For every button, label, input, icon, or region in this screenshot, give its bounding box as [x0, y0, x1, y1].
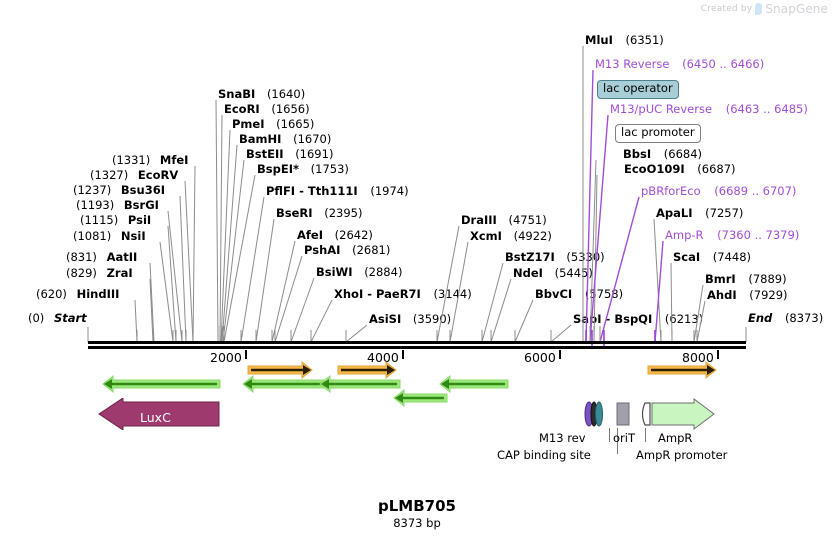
feature-label-lac-promoter[interactable]: lac promoter: [615, 124, 701, 143]
snapgene-logo-icon: [755, 3, 763, 15]
site-label-bbvci[interactable]: BbvCI (5758): [535, 287, 624, 301]
feature-caption-m13-rev[interactable]: M13 rev: [539, 431, 586, 445]
site-label-bsiwi[interactable]: BsiWI (2884): [316, 265, 403, 279]
site-label-ecorv[interactable]: (1327) EcoRV: [90, 168, 179, 182]
tick-2000: [245, 350, 247, 359]
site-label-zrai[interactable]: (829) ZraI: [66, 266, 133, 280]
tick-label-4000: 4000: [367, 350, 399, 365]
site-label-end[interactable]: End (8373): [748, 311, 824, 325]
tick-8000: [717, 350, 719, 359]
primer-label-amp-r[interactable]: Amp-R (7360 .. 7379): [665, 228, 800, 242]
site-label-nsii[interactable]: (1081) NsiI: [73, 229, 146, 243]
site-label-bstz17i[interactable]: BstZ17I (5330): [505, 250, 605, 264]
start-position: (0): [28, 311, 45, 325]
caption-divider-1: [609, 428, 610, 442]
orf-arrow-green-1: [102, 374, 221, 394]
caption-divider-2: [645, 428, 646, 442]
site-label-apali[interactable]: ApaLI (7257): [656, 206, 744, 220]
site-label-ahdi[interactable]: AhdI (7929): [707, 288, 788, 302]
site-label-pmei[interactable]: PmeI (1665): [232, 117, 315, 131]
gene-arrow-label-luxc: LuxC: [140, 410, 171, 425]
site-label-pshai[interactable]: PshAI (2681): [304, 243, 391, 257]
end-label: End: [748, 311, 773, 325]
site-label-bmri[interactable]: BmrI (7889): [705, 272, 787, 286]
sequence-ruler-line-bottom: [88, 346, 746, 349]
gene-feature-track: [98, 398, 715, 430]
tick-label-6000: 6000: [524, 350, 556, 365]
feature-caption-ampr[interactable]: AmpR: [658, 431, 693, 445]
site-label-ndei[interactable]: NdeI (5445): [513, 266, 593, 280]
site-label-hindiii[interactable]: (620) HindIII: [36, 287, 120, 301]
feature-caption-orit[interactable]: oriT: [613, 431, 635, 445]
orf-arrow-green-3: [319, 374, 401, 394]
site-label-bbsi[interactable]: BbsI (6684): [623, 147, 703, 161]
site-label-ecori[interactable]: EcoRI (1656): [224, 102, 310, 116]
start-label: Start: [53, 311, 87, 325]
tick-4000: [402, 350, 404, 359]
site-label-bseri[interactable]: BseRI (2395): [276, 206, 363, 220]
site-label-bsu36i[interactable]: (1237) Bsu36I: [73, 183, 165, 197]
site-label-pflfi-tth111i[interactable]: PflFI - Tth111I (1974): [266, 184, 409, 198]
site-label-sapi-bspqi[interactable]: SapI - BspQI (6213): [573, 312, 704, 326]
gene-arrow-luxc: [98, 398, 220, 430]
site-label-aatii[interactable]: (831) AatII: [66, 250, 138, 264]
end-position: (8373): [784, 311, 824, 325]
watermark-prefix: Created by: [700, 4, 753, 14]
tick-label-2000: 2000: [210, 350, 242, 365]
primer-label-pbrforeco[interactable]: pBRforEco (6689 .. 6707): [641, 184, 797, 198]
plasmid-title: pLMB705: [378, 497, 456, 515]
site-label-start[interactable]: (0) Start: [28, 311, 87, 325]
feature-caption-cap-binding-site[interactable]: CAP binding site: [497, 448, 591, 462]
feature-m13rev-cap: [584, 401, 603, 427]
orf-arrow-green-4: [393, 388, 448, 408]
plasmid-size: 8373 bp: [393, 516, 441, 530]
site-label-mlui[interactable]: MluI (6351): [585, 33, 664, 47]
site-label-draiii[interactable]: DraIII (4751): [461, 213, 547, 227]
site-label-scai[interactable]: ScaI (7448): [673, 250, 752, 264]
orf-arrow-orange-1: [247, 360, 313, 380]
primer-label-m13-puc-reverse[interactable]: M13/pUC Reverse (6463 .. 6485): [610, 102, 808, 116]
snapgene-watermark: Created by SnapGene: [701, 2, 828, 16]
site-label-bspei[interactable]: BspEI* (1753): [257, 162, 349, 176]
site-label-snabi[interactable]: SnaBI (1640): [218, 87, 306, 101]
sequence-ruler-line-top: [88, 341, 746, 344]
caption-divider-3: [617, 428, 618, 454]
site-label-psii[interactable]: (1115) PsiI: [80, 213, 152, 227]
feature-orit: [616, 402, 630, 426]
gene-arrow-ampr: [651, 398, 715, 430]
site-label-xcmi[interactable]: XcmI (4922): [470, 229, 552, 243]
site-label-bsteii[interactable]: BstEII (1691): [246, 147, 334, 161]
site-label-bsrgi[interactable]: (1193) BsrGI: [76, 198, 159, 212]
site-label-mfei[interactable]: (1331) MfeI: [112, 153, 189, 167]
orf-arrow-orange-3: [647, 360, 717, 380]
orf-arrow-track: [102, 360, 717, 408]
site-label-xhoi-paer7i[interactable]: XhoI - PaeR7I (3144): [334, 287, 472, 301]
site-label-bamhi[interactable]: BamHI (1670): [239, 132, 332, 146]
site-label-asisi[interactable]: AsiSI (3590): [369, 312, 452, 326]
orf-arrow-green-5: [439, 374, 509, 394]
watermark-brand: SnapGene: [765, 2, 828, 16]
site-label-ecoo109i[interactable]: EcoO109I (6687): [624, 162, 736, 176]
site-label-afei[interactable]: AfeI (2642): [297, 228, 373, 242]
orf-arrow-orange-2: [337, 360, 397, 380]
feature-caption-ampr-promoter[interactable]: AmpR promoter: [636, 448, 728, 462]
feature-label-lac-operator[interactable]: lac operator: [597, 80, 679, 99]
feature-ampr-promoter: [641, 402, 654, 426]
primer-label-m13-reverse[interactable]: M13 Reverse (6450 .. 6466): [595, 57, 765, 71]
tick-6000: [559, 350, 561, 359]
